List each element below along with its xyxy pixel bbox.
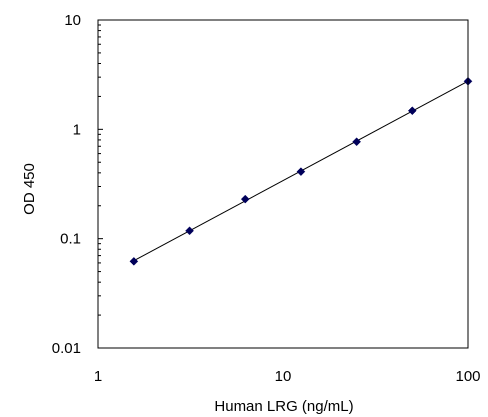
data-point: [352, 137, 361, 147]
data-point: [185, 226, 194, 236]
points-layer: [129, 76, 473, 266]
data-point: [407, 106, 417, 116]
y-tick-label: 10: [64, 12, 81, 29]
y-axis-label: OD 450: [21, 163, 38, 215]
data-point: [129, 257, 139, 266]
plot-area-frame: [97, 19, 469, 349]
tick-labels: 1 10 100 10 1 0.1 0.01: [52, 12, 481, 385]
data-point: [296, 167, 306, 177]
x-axis-label: Human LRG (ng/mL): [214, 398, 353, 415]
data-point: [240, 194, 250, 204]
minor-ticks: [98, 24, 103, 349]
y-tick-label: 0.1: [60, 231, 81, 248]
y-tick-label: 0.01: [52, 340, 81, 357]
x-tick-label: 1: [94, 368, 102, 385]
x-tick-label: 100: [455, 368, 480, 385]
x-tick-label: 10: [275, 368, 292, 385]
y-tick-label: 1: [73, 121, 81, 138]
